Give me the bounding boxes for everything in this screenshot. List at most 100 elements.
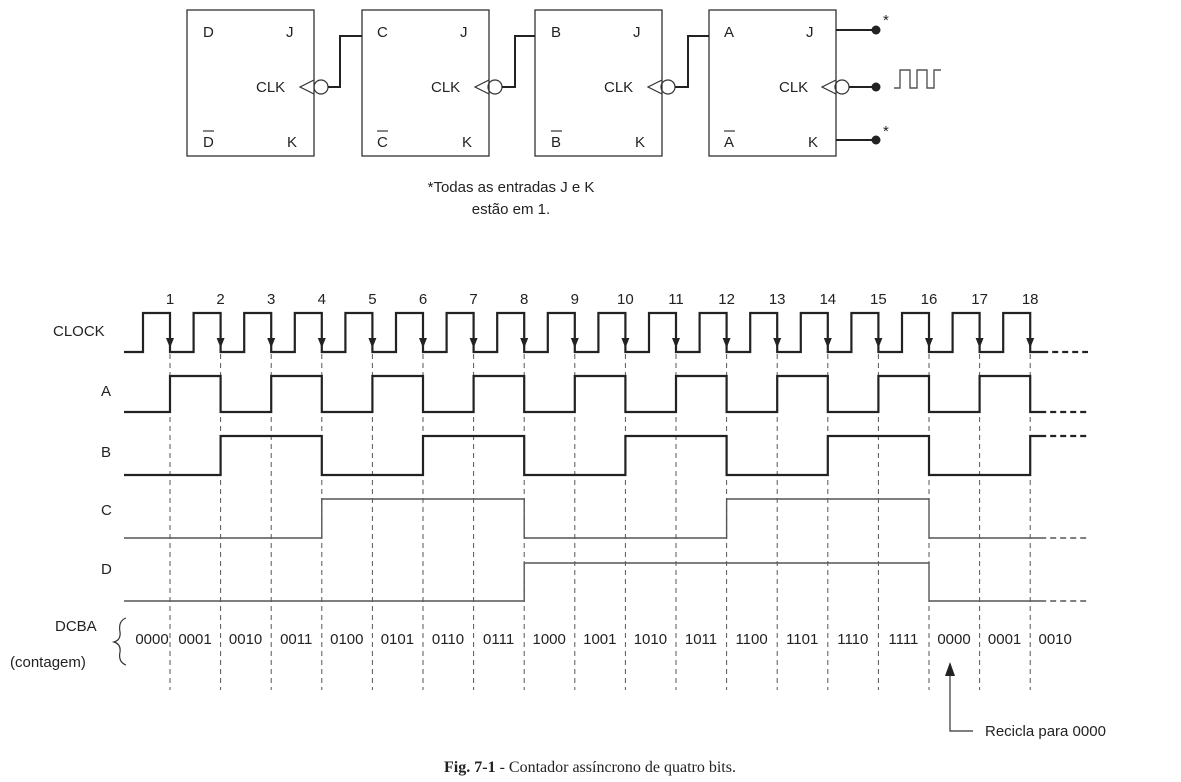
inversion-bubble-icon [834,79,850,95]
ff-c-k-label: K [462,134,472,151]
pulse-number: 14 [819,291,836,308]
arrow-up-icon [945,662,955,676]
pulse-number: 18 [1022,291,1039,308]
ff-a-q-label: A [724,24,734,41]
clock-label: CLOCK [53,323,105,340]
count-values: 0000 0001 0010 0011 0100 0101 0110 0111 1000 1001… [135,631,1072,648]
pulse-number: 7 [469,291,477,308]
count-value: 0010 [229,631,262,648]
flipflop-b: B J CLK B K [534,9,676,157]
clock-input-terminal-icon [871,82,881,92]
signal-b-waveform [124,434,1047,477]
pulse-number: 8 [520,291,528,308]
count-value: 1011 [685,631,717,648]
count-value: 0010 [1039,631,1072,648]
count-value: 1000 [533,631,566,648]
ff-b-qbar-label: B [551,134,561,151]
pulse-number: 11 [668,291,684,308]
pulse-number: 4 [318,291,326,308]
signal-c-waveform [124,498,1047,539]
ff-c-clk-label: CLK [431,79,460,96]
pulse-number: 6 [419,291,427,308]
wire-b-to-c-clock [502,35,535,88]
figure-caption: Fig. 7-1 - Contador assíncrono de quatro… [444,759,736,776]
count-label: DCBA [55,618,97,635]
pulse-number: 16 [921,291,938,308]
count-value: 0000 [135,631,168,648]
pulse-number: 2 [216,291,224,308]
ff-d-q-label: D [203,24,214,41]
ff-a-k-label: K [808,134,818,151]
ff-d-k-label: K [287,134,297,151]
flipflop-a: A J CLK A K [708,9,850,157]
ff-c-j-label: J [460,24,468,41]
pulse-number: 13 [769,291,786,308]
ff-a-j-label: J [806,24,814,41]
clock-pulses-icon [894,69,941,89]
signal-d-label: D [101,561,112,578]
recycle-pointer-line [949,668,973,732]
clock-edge-triangle-icon [298,79,315,95]
ff-b-j-label: J [633,24,641,41]
note-line-1: *Todas as entradas J e K [428,179,595,196]
pulse-number: 3 [267,291,275,308]
ff-b-clk-label: CLK [604,79,633,96]
count-sub-label: (contagem) [10,654,86,671]
clock-waveform [124,311,1049,354]
pulse-number: 12 [718,291,735,308]
note-line-2: estão em 1. [472,201,550,218]
figure-caption-text: - Contador assíncrono de quatro bits. [496,759,736,776]
ff-b-k-label: K [635,134,645,151]
signal-a-waveform [124,374,1047,414]
ff-d-clk-label: CLK [256,79,285,96]
count-value: 1111 [888,631,918,648]
pulse-number: 15 [870,291,887,308]
count-value: 0001 [178,631,211,648]
clock-edge-triangle-icon [820,79,837,95]
ff-b-q-label: B [551,24,561,41]
signal-c-label: C [101,502,112,519]
ff-c-q-label: C [377,24,388,41]
signal-a-label: A [101,383,111,400]
clock-edge-triangle-icon [473,79,490,95]
inversion-bubble-icon [487,79,503,95]
count-value: 1110 [837,631,868,648]
ff-a-clk-label: CLK [779,79,808,96]
timing-grid-lines [169,318,1031,690]
count-value: 1101 [786,631,818,648]
recycle-note: Recicla para 0000 [985,723,1106,740]
brace-icon [111,617,127,666]
ff-d-j-label: J [286,24,294,41]
count-value: 0110 [432,631,464,648]
j-input-terminal-icon [871,25,881,35]
inversion-bubble-icon [313,79,329,95]
signal-b-label: B [101,444,111,461]
ff-a-qbar-label: A [724,134,734,151]
wire-a-to-b-clock [675,35,709,88]
pulse-number: 17 [971,291,988,308]
pulse-number: 10 [617,291,634,308]
count-value: 0100 [330,631,363,648]
signal-d-waveform [124,562,1047,602]
count-value: 0101 [381,631,414,648]
figure-number: Fig. 7-1 [444,759,496,776]
count-value: 0111 [483,631,514,648]
wire-c-to-d-clock [328,35,362,88]
k-input-terminal-icon [871,135,881,145]
count-value: 1100 [735,631,767,648]
count-value: 1001 [583,631,616,648]
clock-edge-triangle-icon [646,79,663,95]
flipflop-c: C J CLK C K [361,9,503,157]
count-value: 1010 [634,631,667,648]
pulse-number: 9 [571,291,579,308]
ff-d-qbar-label: D [203,134,214,151]
count-value: 0001 [988,631,1021,648]
k-asterisk: * [883,123,889,140]
pulse-number: 1 [166,291,174,308]
count-value: 0000 [937,631,970,648]
pulse-numbers: 1 2 3 4 5 6 7 8 9 10 11 12 13 14 15 16 17 18 [166,291,1039,308]
inversion-bubble-icon [660,79,676,95]
flipflop-d: D J CLK D K [186,9,329,157]
ff-c-qbar-label: C [377,134,388,151]
